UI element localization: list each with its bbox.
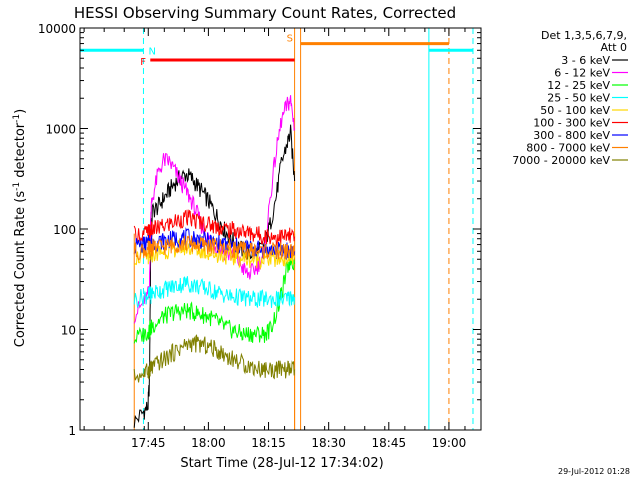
series-line-2 xyxy=(133,252,296,344)
y-tick-label-3: 1000 xyxy=(45,123,76,137)
x-tick-label-4: 18:45 xyxy=(372,436,407,450)
y-axis-label-sup2: -1 xyxy=(12,114,22,123)
y-axis-label: Corrected Count Rate (s-1 detector-1) xyxy=(12,109,28,347)
x-tick-label-1: 18:00 xyxy=(191,436,226,450)
legend-header-line-2: Att 0 xyxy=(601,41,627,54)
y-axis-label-end: ) xyxy=(13,109,28,114)
x-tick-label-0: 17:45 xyxy=(131,436,166,450)
generation-timestamp: 29-Jul-2012 01:28 xyxy=(558,467,630,476)
flags-group: NF S xyxy=(80,34,473,68)
legend-label-1: 6 - 12 keV xyxy=(554,67,610,80)
flag-label-s: S xyxy=(287,34,293,45)
flag-label-n: N xyxy=(148,46,155,57)
legend-header-line-1: Det 1,3,5,6,7,9, xyxy=(541,29,627,42)
flag-label-f: F xyxy=(140,57,146,68)
chart-title: HESSI Observing Summary Count Rates, Cor… xyxy=(74,4,456,22)
legend-label-5: 100 - 300 keV xyxy=(533,117,610,130)
legend-label-2: 12 - 25 keV xyxy=(547,79,610,92)
series-line-0 xyxy=(133,124,296,428)
legend-label-3: 25 - 50 keV xyxy=(547,92,610,105)
series-line-5 xyxy=(133,209,296,247)
y-axis-label-sup1: -1 xyxy=(12,182,22,191)
x-axis-label: Start Time (28-Jul-12 17:34:02) xyxy=(180,456,383,471)
series-line-7 xyxy=(133,234,296,261)
x-tick-label-3: 18:30 xyxy=(311,436,346,450)
y-axis-label-mid: detector xyxy=(13,122,28,182)
y-tick-label-2: 100 xyxy=(53,223,76,237)
series-line-3 xyxy=(133,276,296,309)
series-group xyxy=(133,95,296,428)
legend-label-6: 300 - 800 keV xyxy=(533,129,610,142)
y-tick-label-1: 10 xyxy=(61,324,76,338)
x-tick-label-2: 18:15 xyxy=(251,436,286,450)
y-axis-label-main: Corrected Count Rate (s xyxy=(13,191,28,348)
legend-label-4: 50 - 100 keV xyxy=(540,104,610,117)
y-tick-label-0: 1 xyxy=(68,424,76,438)
y-tick-label-4: 10000 xyxy=(38,22,76,36)
axes-group: 1 10 100 1000 10000 17:45 18:00 18:15 18:30 18:45… xyxy=(38,22,482,450)
x-tick-label-5: 19:00 xyxy=(432,436,467,450)
legend-label-7: 800 - 7000 keV xyxy=(526,142,610,155)
legend-label-8: 7000 - 20000 keV xyxy=(512,154,610,167)
series-line-8 xyxy=(133,334,296,383)
legend-label-0: 3 - 6 keV xyxy=(561,54,610,67)
